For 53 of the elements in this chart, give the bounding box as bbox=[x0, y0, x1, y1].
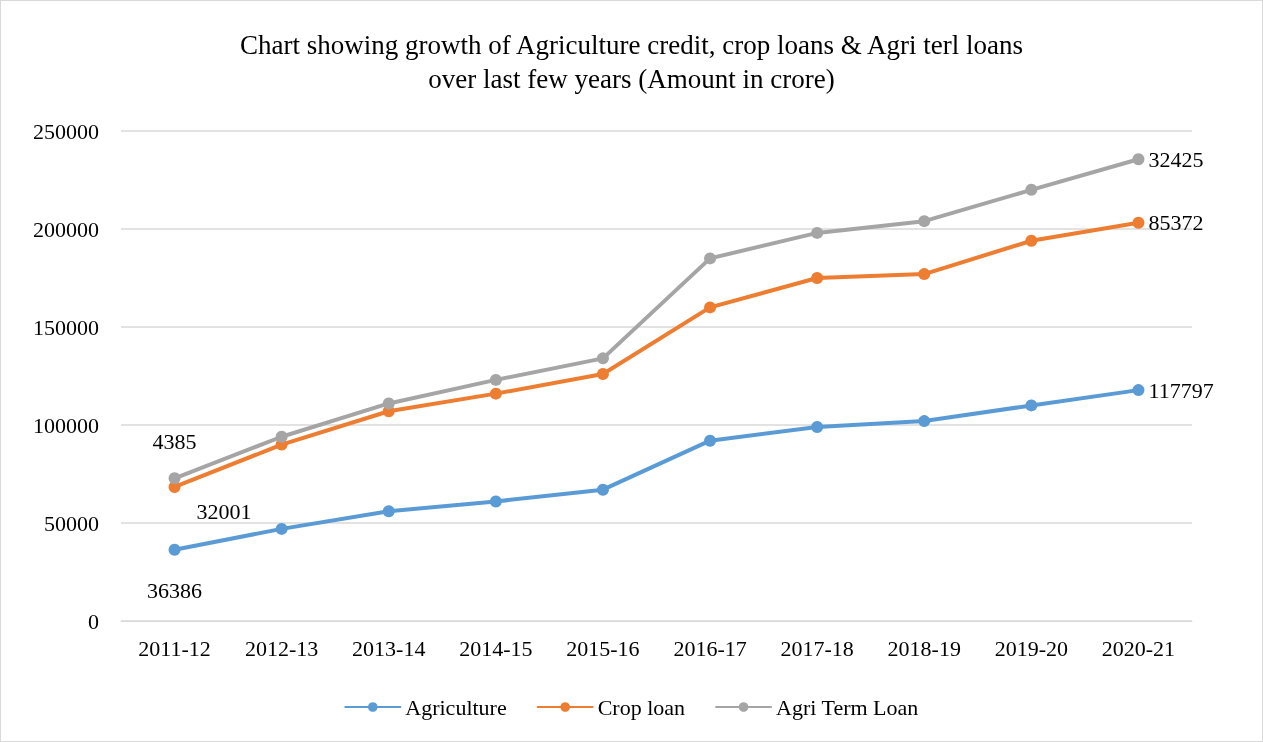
point bbox=[1025, 183, 1038, 196]
x-tick-label: 2012-13 bbox=[244, 635, 319, 661]
annotation: 85372 bbox=[1148, 210, 1204, 236]
point bbox=[704, 252, 717, 265]
y-tick-label: 100000 bbox=[33, 412, 99, 438]
x-tick-label: 2014-15 bbox=[459, 635, 533, 661]
point bbox=[489, 495, 502, 508]
x-tick-label: 2017-18 bbox=[780, 635, 854, 661]
point bbox=[168, 472, 181, 485]
y-tick-label: 50000 bbox=[44, 510, 99, 536]
point bbox=[382, 505, 395, 518]
point bbox=[596, 352, 609, 365]
x-tick-label: 2020-21 bbox=[1101, 635, 1176, 661]
x-tick-label: 2013-14 bbox=[352, 635, 426, 661]
x-tick-label: 2011-12 bbox=[138, 635, 211, 661]
annotation: 117797 bbox=[1148, 377, 1214, 403]
point bbox=[275, 522, 288, 535]
point bbox=[275, 430, 288, 443]
point bbox=[1132, 216, 1145, 229]
point bbox=[168, 543, 181, 556]
chart-title: Chart showing growth of Agriculture credit, crop loans & Agri terl loans over last few years (Amount in crore) bbox=[240, 30, 1023, 94]
point bbox=[596, 483, 609, 496]
point bbox=[811, 420, 824, 433]
x-tick-label: 2019-20 bbox=[994, 635, 1069, 661]
annotation: 36386 bbox=[147, 578, 203, 604]
x-tick-label: 2016-17 bbox=[673, 635, 747, 661]
point bbox=[918, 415, 931, 428]
legend-label: Agri Term Loan bbox=[776, 694, 919, 720]
point bbox=[489, 387, 502, 400]
point bbox=[489, 373, 502, 386]
legend-label: Crop loan bbox=[597, 694, 686, 720]
annotation: 4385 bbox=[152, 428, 197, 454]
y-tick-label: 0 bbox=[88, 608, 99, 634]
point bbox=[811, 272, 824, 284]
y-tick-label: 150000 bbox=[33, 314, 99, 340]
point bbox=[1025, 234, 1038, 247]
point bbox=[918, 268, 931, 281]
y-tick-label: 200000 bbox=[33, 216, 99, 242]
point bbox=[596, 368, 609, 381]
legend-label: Agriculture bbox=[405, 694, 507, 720]
point bbox=[811, 226, 824, 239]
point bbox=[1132, 384, 1145, 397]
point bbox=[704, 434, 717, 447]
y-tick-label: 250000 bbox=[33, 118, 99, 144]
point bbox=[382, 397, 395, 410]
point bbox=[918, 215, 931, 228]
x-tick-label: 2015-16 bbox=[566, 635, 640, 661]
x-tick-label: 2018-19 bbox=[887, 635, 961, 661]
point bbox=[1132, 153, 1145, 166]
annotation: 32001 bbox=[196, 499, 252, 525]
annotation: 32425 bbox=[1148, 146, 1204, 172]
point bbox=[704, 301, 717, 314]
point bbox=[1025, 399, 1038, 412]
